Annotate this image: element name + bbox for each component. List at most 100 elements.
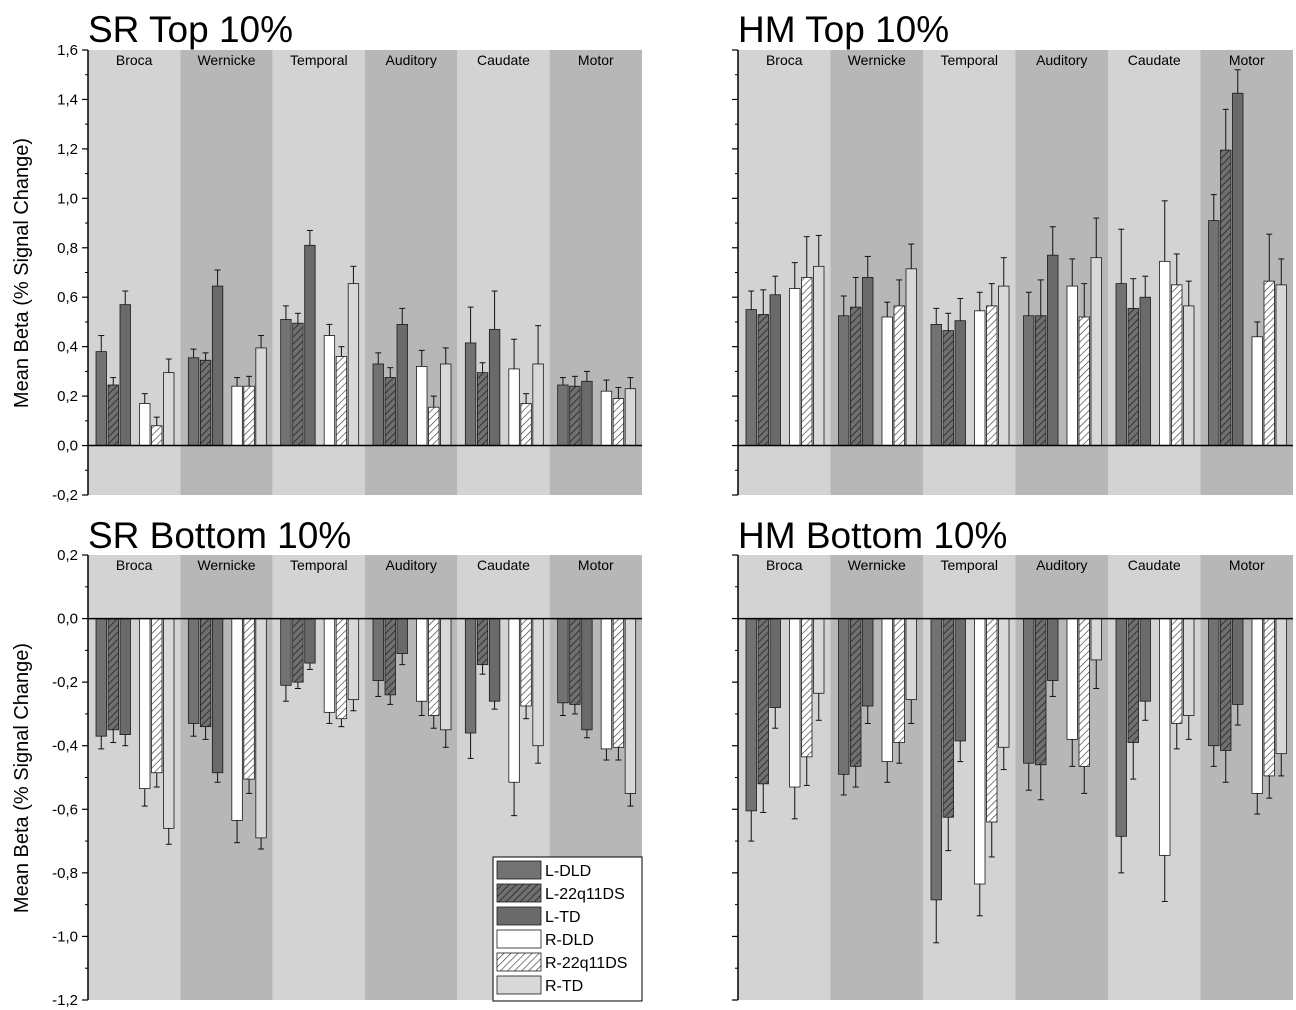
bar [532,363,544,446]
bar [1232,92,1244,446]
legend-label: L-TD [545,909,581,926]
bar [440,363,452,446]
bar [292,618,304,683]
bar [335,356,348,446]
bar [151,425,163,446]
bar [813,265,825,446]
bar [292,322,304,446]
y-tick-label: 0,2 [57,388,78,405]
region-label: Caudate [477,557,530,573]
chart-panel-3: Broca Wernicke Temporal Auditory Caudate Moto… [52,515,642,1009]
bar [151,618,163,774]
bar [372,618,384,681]
region-label: Broca [766,52,803,68]
bar [428,406,440,446]
bar [1023,618,1035,764]
bar [1127,618,1139,743]
y-tick-label: 0,4 [57,339,78,356]
bar [440,618,452,731]
bar [464,618,477,734]
bar [581,380,593,446]
bar [1183,305,1195,446]
region-label: Motor [1229,557,1265,573]
region-label: Auditory [385,52,436,68]
bar [199,359,212,446]
region-label: Motor [1229,52,1265,68]
bar [304,244,316,446]
y-tick-label: -0,8 [52,865,78,882]
bar [304,618,316,664]
y-axis-label-top: Mean Beta (% Signal Change) [11,138,33,408]
bar [1023,315,1035,446]
bar [813,618,825,694]
y-axis [732,554,739,1001]
bar [231,618,243,821]
bar [850,306,862,446]
bar [95,351,107,446]
bar [1208,618,1220,747]
bar [1208,220,1220,446]
bar [745,618,757,812]
bar [986,618,998,823]
bar [231,385,243,446]
bar [838,618,850,775]
bar [624,388,637,446]
bar [255,347,267,446]
bar [745,309,757,446]
bar [1090,257,1102,446]
region-label: Broca [766,557,803,573]
legend-label: R-TD [545,978,583,995]
bar [838,315,850,446]
bar [557,384,569,446]
y-tick-label: -0,4 [52,738,78,755]
y-tick-label: -1,2 [52,992,78,1009]
bar [476,372,489,446]
region-label: Temporal [290,557,348,573]
bar [1090,618,1102,661]
region-label: Motor [578,557,614,573]
bar [1035,618,1047,766]
bar [119,618,131,735]
bar [347,283,360,446]
bar [893,305,905,446]
bar [1047,254,1059,446]
bar [520,403,532,446]
region-label: Broca [116,52,153,68]
bar [488,328,501,446]
bar [107,618,119,731]
bar [789,618,801,788]
region-label: Auditory [385,557,436,573]
bar [1220,618,1232,751]
bar [557,618,569,704]
bar [508,368,520,446]
bar [1078,618,1090,767]
y-tick-label: -0,6 [52,801,78,818]
bar [95,618,107,737]
bar [942,618,954,818]
panel-title: SR Bottom 10% [88,515,351,556]
bar [1251,618,1263,794]
chart-panel-4: Broca Wernicke Temporal Auditory Caudate Moto… [732,515,1293,1001]
bar [1035,315,1047,446]
bar [396,618,408,654]
bar [769,618,781,708]
bar [974,618,986,885]
bar [905,618,917,701]
region-label: Temporal [290,52,348,68]
bar [323,335,336,446]
bar [1263,618,1275,777]
bar [1066,618,1078,740]
legend-swatch [496,906,542,926]
y-tick-label: -1,0 [52,928,78,945]
bar [954,618,966,742]
region-label: Caudate [1128,52,1181,68]
bar [905,268,917,446]
bar [163,618,175,829]
bar [476,618,489,666]
bar [211,285,224,446]
y-tick-label: -0,2 [52,487,78,504]
bar [801,618,813,758]
bar [1047,618,1059,681]
bar [1275,284,1287,446]
